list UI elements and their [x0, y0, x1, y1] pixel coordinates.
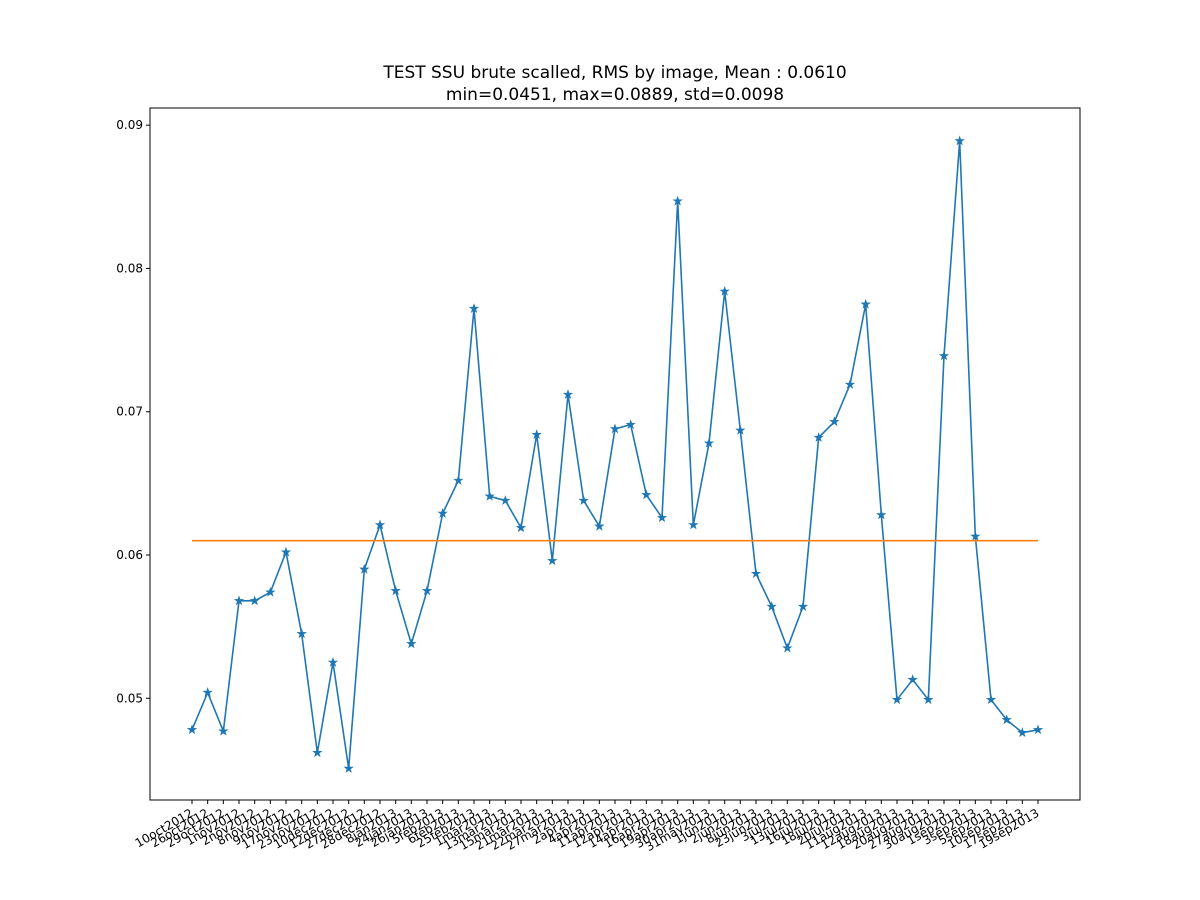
data-point: [327, 657, 339, 667]
data-point: [594, 520, 605, 531]
data-point: [829, 416, 840, 427]
data-point: [343, 763, 354, 773]
y-tick-label: 0.09: [116, 118, 143, 132]
data-point: [703, 437, 715, 448]
data-point: [609, 423, 621, 434]
data-point: [923, 694, 934, 705]
data-point: [813, 432, 824, 442]
data-point: [515, 522, 527, 533]
data-point: [656, 512, 668, 523]
data-point: [437, 508, 448, 518]
data-point: [719, 285, 730, 296]
data-point: [233, 595, 245, 606]
data-point: [359, 563, 370, 574]
data-point: [578, 495, 589, 505]
data-point: [374, 519, 386, 530]
chart-title: TEST SSU brute scalled, RMS by image, Me…: [382, 63, 846, 83]
data-point: [453, 475, 464, 485]
data-point: [186, 724, 198, 735]
y-tick-label: 0.08: [116, 261, 143, 275]
chart-subtitle: min=0.0451, max=0.0889, std=0.0098: [446, 85, 784, 105]
data-point: [641, 489, 652, 500]
data-point: [484, 490, 495, 501]
data-point: [672, 195, 683, 206]
data-point: [688, 519, 699, 530]
data-point: [531, 429, 542, 440]
data-point: [844, 379, 856, 389]
data-point: [547, 555, 558, 566]
data-point: [280, 546, 292, 557]
data-point: [876, 509, 887, 520]
data-point: [1001, 714, 1012, 725]
data-point: [296, 628, 307, 639]
data-point: [985, 694, 997, 705]
data-point: [406, 638, 417, 649]
data-point: [500, 495, 511, 505]
data-point: [390, 585, 401, 596]
y-tick-label: 0.06: [116, 548, 143, 562]
y-tick-label: 0.07: [116, 405, 143, 419]
data-point: [750, 568, 762, 579]
data-point: [970, 530, 981, 541]
data-point: [766, 601, 777, 611]
plot-frame: [149, 107, 1081, 801]
data-point: [249, 595, 260, 606]
data-point: [797, 601, 809, 611]
data-point: [891, 694, 903, 705]
data-point: [202, 687, 213, 697]
data-point: [218, 725, 229, 736]
data-point: [938, 350, 950, 361]
data-point: [782, 642, 793, 653]
data-point: [421, 585, 433, 596]
data-point: [1017, 727, 1028, 738]
data-point: [562, 389, 574, 399]
data-point: [860, 298, 871, 309]
data-point: [625, 419, 636, 430]
data-point: [312, 747, 323, 758]
data-point: [468, 303, 480, 313]
data-point: [907, 674, 918, 685]
y-tick-label: 0.05: [116, 691, 143, 705]
data-point: [735, 424, 746, 435]
data-point: [1032, 724, 1044, 735]
data-point: [265, 586, 276, 597]
data-point: [954, 135, 965, 146]
data-line: [191, 140, 1039, 769]
